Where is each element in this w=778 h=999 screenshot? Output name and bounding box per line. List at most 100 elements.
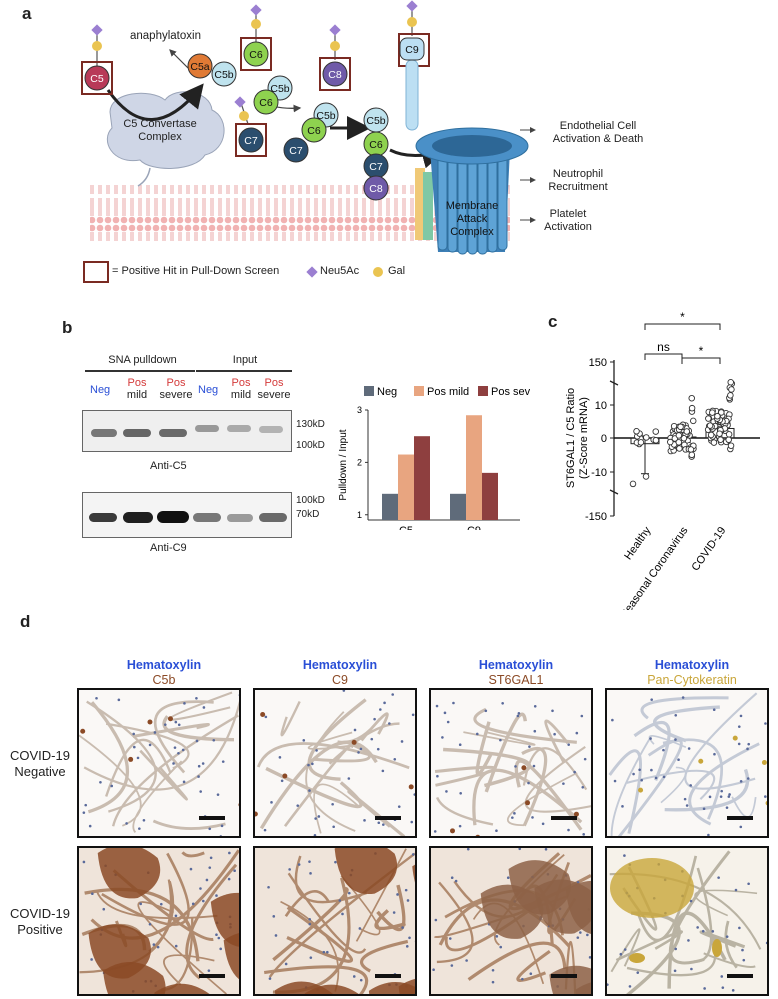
nucleus — [623, 854, 626, 857]
row-label-negative: COVID-19 Negative — [0, 748, 80, 780]
nucleus — [382, 770, 385, 773]
stain-spot — [733, 736, 738, 741]
nucleus — [164, 723, 167, 726]
significance-label: ns — [657, 340, 670, 354]
nucleus — [542, 822, 545, 825]
nucleus — [175, 914, 178, 917]
stain-spot — [238, 802, 241, 807]
outcome-3-line-1: Platelet — [538, 208, 598, 221]
scale-bar — [727, 816, 753, 820]
nucleus — [354, 729, 357, 732]
nucleus — [455, 880, 458, 883]
nucleus — [183, 781, 186, 784]
svg-text:C7: C7 — [244, 135, 258, 147]
y-tick-label: -150 — [585, 511, 607, 523]
nucleus — [309, 872, 312, 875]
nucleus — [221, 825, 224, 828]
nucleus — [99, 781, 102, 784]
nucleus — [452, 702, 455, 705]
nucleus — [197, 775, 200, 778]
nucleus — [735, 889, 738, 892]
legend-neu5ac-text: Neu5Ac — [320, 265, 359, 277]
nucleus — [202, 900, 205, 903]
nucleus — [747, 743, 750, 746]
nucleus — [663, 776, 666, 779]
stain-region — [211, 893, 241, 947]
nucleus — [581, 786, 584, 789]
nucleus — [674, 948, 677, 951]
nucleus — [501, 702, 504, 705]
nucleus — [738, 927, 741, 930]
stain-spot — [475, 835, 480, 838]
lane-pos-severe-2: Pos severe — [256, 377, 292, 401]
nucleus — [764, 722, 767, 725]
lane-neg-1: Neg — [90, 384, 110, 396]
nucleus — [689, 784, 692, 787]
svg-text:C5: C5 — [90, 73, 104, 85]
x-tick-label: Healthy — [622, 524, 654, 562]
outcome-2-line-1: Neutrophil — [538, 168, 618, 181]
mac-line-1: Membrane — [440, 200, 504, 213]
stain-header-4-base: Hematoxylin — [607, 658, 777, 672]
nucleus — [228, 878, 231, 881]
nucleus — [531, 816, 534, 819]
data-point — [707, 423, 713, 429]
nucleus — [581, 715, 584, 718]
nucleus — [311, 763, 314, 766]
nucleus — [728, 795, 731, 798]
data-point — [726, 432, 732, 438]
scale-bar — [727, 974, 753, 978]
nucleus — [722, 986, 725, 989]
nucleus — [551, 709, 554, 712]
nucleus — [677, 758, 680, 761]
stain-region — [712, 939, 722, 957]
lane-mild-1: mild — [122, 389, 152, 401]
tissue-strand — [153, 821, 225, 829]
mw-130: 130kD — [296, 419, 325, 430]
nucleus — [709, 796, 712, 799]
mw-70: 70kD — [296, 509, 319, 520]
nucleus — [222, 760, 225, 763]
nucleus — [620, 953, 623, 956]
nucleus — [382, 823, 385, 826]
nucleus — [308, 860, 311, 863]
nucleus — [210, 857, 213, 860]
legend-label: Pos severe — [491, 386, 530, 398]
bar — [382, 494, 398, 520]
lane-pos-severe-1: Pos severe — [158, 377, 194, 401]
pulldown-bar-chart: NegPos mildPos severe 123Pulldown / Inpu… — [330, 380, 530, 530]
nucleus — [208, 969, 211, 972]
nucleus — [157, 946, 160, 949]
lane-severe-2: severe — [256, 389, 292, 401]
nucleus — [747, 882, 750, 885]
scale-bar — [551, 974, 577, 978]
anti-c9-label: Anti-C9 — [150, 542, 187, 554]
nucleus — [215, 933, 218, 936]
stain-header-1-base: Hematoxylin — [79, 658, 249, 672]
y-tick-label: 1 — [357, 510, 362, 520]
nucleus — [138, 827, 141, 830]
lane-pos-mild-2: Pos mild — [226, 377, 256, 401]
nucleus — [359, 927, 362, 930]
nucleus — [405, 889, 408, 892]
scale-bar — [199, 974, 225, 978]
nucleus — [199, 790, 202, 793]
nucleus — [370, 738, 373, 741]
nucleus — [713, 753, 716, 756]
x-tick-label: C5 — [399, 525, 413, 530]
nucleus — [688, 747, 691, 750]
nucleus — [436, 705, 439, 708]
nucleus — [401, 740, 404, 743]
nucleus — [154, 731, 157, 734]
outcome-1-line-2: Activation & Death — [538, 133, 658, 146]
nucleus — [315, 749, 318, 752]
nucleus — [341, 913, 344, 916]
nucleus — [638, 768, 641, 771]
data-point — [689, 405, 695, 411]
stain-spot — [168, 716, 173, 721]
mw-100a: 100kD — [296, 440, 325, 451]
lane-severe-1: severe — [158, 389, 194, 401]
blot-band — [227, 514, 253, 522]
nucleus — [373, 718, 376, 721]
nucleus — [239, 694, 241, 697]
